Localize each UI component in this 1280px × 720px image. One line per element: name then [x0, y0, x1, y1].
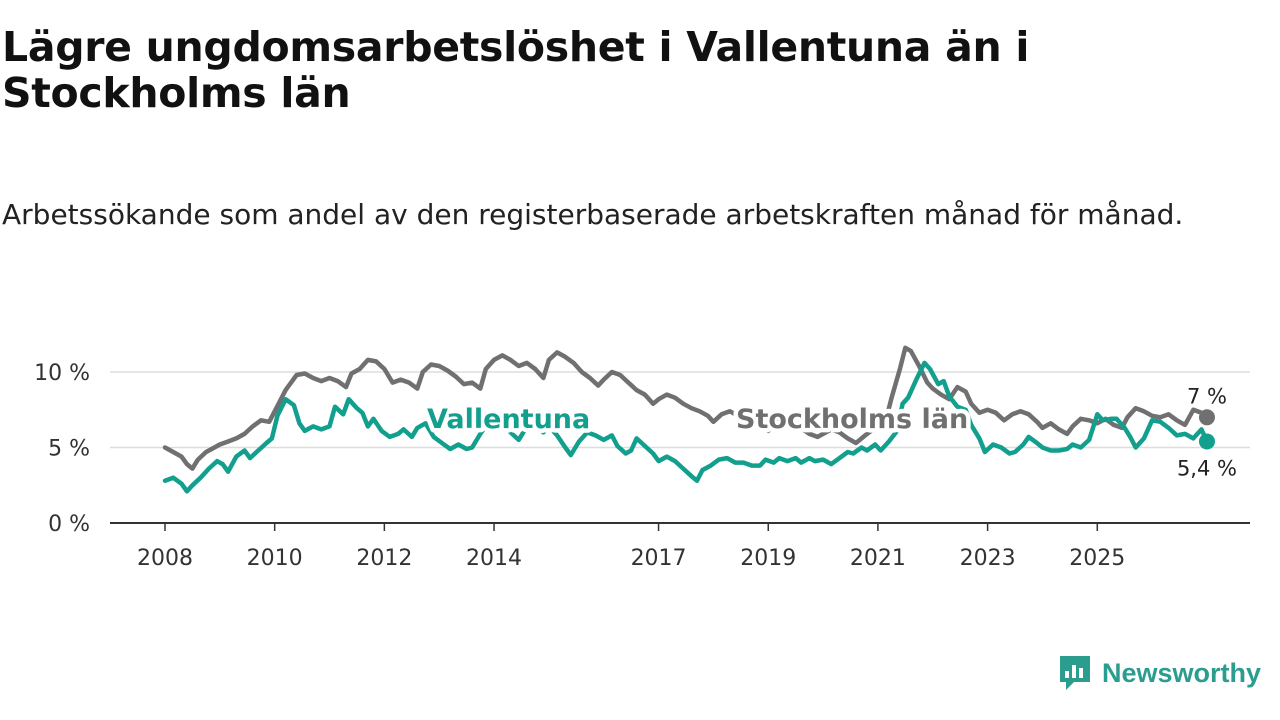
- brand-name: Newsworthy: [1102, 657, 1262, 688]
- y-tick-label: 5 %: [48, 437, 90, 462]
- x-tick-label: 2019: [740, 546, 796, 571]
- end-point-vallentuna: [1198, 433, 1215, 450]
- x-tick-label: 2008: [137, 546, 193, 571]
- x-tick-label: 2025: [1069, 546, 1125, 571]
- y-tick-label: 10 %: [34, 361, 90, 386]
- series-label-stockholms-lan: Stockholms län: [736, 404, 968, 435]
- series-line-vallentuna: [162, 360, 1210, 494]
- chart-title: Lägre ungdomsarbetslöshet i Vallentuna ä…: [2, 23, 1030, 117]
- x-tick-label: 2021: [850, 546, 906, 571]
- y-tick-label: 0 %: [48, 512, 90, 537]
- newsworthy-logo-icon: [1060, 656, 1090, 690]
- x-tick-label: 2012: [356, 546, 412, 571]
- x-tick-label: 2023: [960, 546, 1016, 571]
- series-labels: Vallentuna Stockholms län 7 % 5,4 %: [423, 381, 1240, 483]
- chart-subtitle: Arbetssökande som andel av den registerb…: [2, 198, 1184, 231]
- end-label-vallentuna: 5,4 %: [1177, 456, 1237, 480]
- end-label-stockholms-lan: 7 %: [1187, 384, 1227, 408]
- series-lines: [162, 345, 1210, 494]
- axes: 0 % 5 % 10 % 2008 2010 2012 2014 2017 2019 2021 20…: [34, 361, 1250, 571]
- series-line-stockholms-lan: [162, 345, 1210, 471]
- x-tick-label: 2010: [247, 546, 303, 571]
- x-tick-label: 2017: [631, 546, 687, 571]
- gridlines: [110, 371, 1250, 449]
- x-tick-label: 2014: [466, 546, 522, 571]
- series-label-vallentuna: Vallentuna: [427, 404, 590, 435]
- newsworthy-logo[interactable]: Newsworthy: [1058, 652, 1261, 694]
- end-point-stockholms-lan: [1198, 409, 1215, 426]
